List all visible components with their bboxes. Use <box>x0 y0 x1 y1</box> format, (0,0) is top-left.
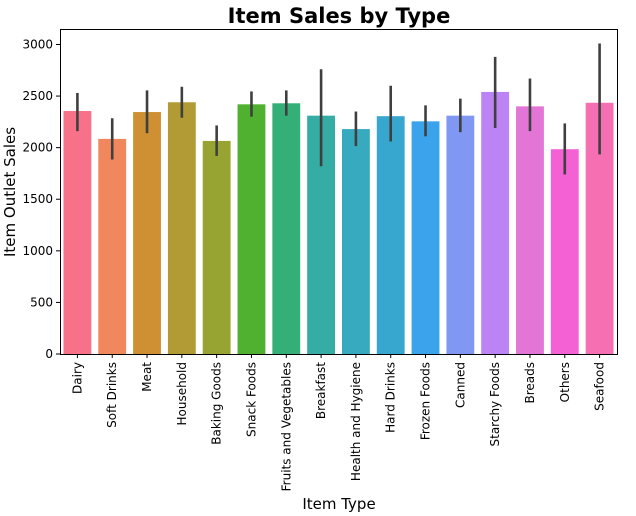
y-tick-label-1000: 1000 <box>22 244 53 258</box>
x-tick-label-frozen-foods: Frozen Foods <box>419 362 433 440</box>
y-tick-label-3000: 3000 <box>22 37 53 51</box>
y-tick-label-0: 0 <box>45 347 53 361</box>
y-tick-label-2500: 2500 <box>22 89 53 103</box>
bar-snack-foods <box>237 104 266 354</box>
x-tick-label-canned: Canned <box>453 362 467 408</box>
bar-household <box>167 102 196 354</box>
error-bars-group <box>76 43 601 175</box>
x-tick-label-health-and-hygiene: Health and Hygiene <box>349 362 363 481</box>
bar-frozen-foods <box>411 121 440 354</box>
x-tick-label-dairy: Dairy <box>70 362 84 394</box>
bar-others <box>550 149 579 354</box>
bar-baking-goods <box>202 140 231 354</box>
bar-starchy-foods <box>481 91 510 354</box>
x-tick-label-meat: Meat <box>140 362 154 392</box>
x-tick-label-breads: Breads <box>523 362 537 404</box>
x-tick-label-soft-drinks: Soft Drinks <box>105 362 119 428</box>
x-tick-label-household: Household <box>175 362 189 426</box>
chart-title: Item Sales by Type <box>228 4 451 28</box>
y-axis: 0 500 1000 1500 2000 2500 3000 <box>22 37 60 361</box>
y-tick-label-2000: 2000 <box>22 141 53 155</box>
bar-breads <box>516 106 544 354</box>
bar-fruits-and-vegetables <box>272 103 301 355</box>
bar-dairy <box>63 111 92 355</box>
y-axis-label: Item Outlet Sales <box>1 127 19 257</box>
x-tick-label-starchy-foods: Starchy Foods <box>488 362 502 447</box>
y-tick-label-500: 500 <box>30 295 53 309</box>
y-tick-label-1500: 1500 <box>22 192 53 206</box>
x-axis: Dairy Soft Drinks Meat Household Baking Good… <box>70 354 607 491</box>
bar-health-and-hygiene <box>341 129 370 354</box>
x-tick-label-breakfast: Breakfast <box>314 362 328 419</box>
bar-hard-drinks <box>376 116 405 354</box>
x-tick-label-seafood: Seafood <box>593 362 607 411</box>
plot-frame <box>60 29 618 355</box>
bar-soft-drinks <box>98 138 127 354</box>
x-tick-label-baking-goods: Baking Goods <box>210 362 224 445</box>
x-tick-label-hard-drinks: Hard Drinks <box>384 362 398 433</box>
x-tick-label-snack-foods: Snack Foods <box>244 362 258 437</box>
bars-group <box>63 91 614 355</box>
x-tick-label-fruits-and-vegetables: Fruits and Vegetables <box>279 362 293 491</box>
x-tick-label-others: Others <box>558 362 572 402</box>
bar-meat <box>133 112 161 354</box>
bar-canned <box>446 115 475 355</box>
x-axis-label: Item Type <box>302 495 375 513</box>
